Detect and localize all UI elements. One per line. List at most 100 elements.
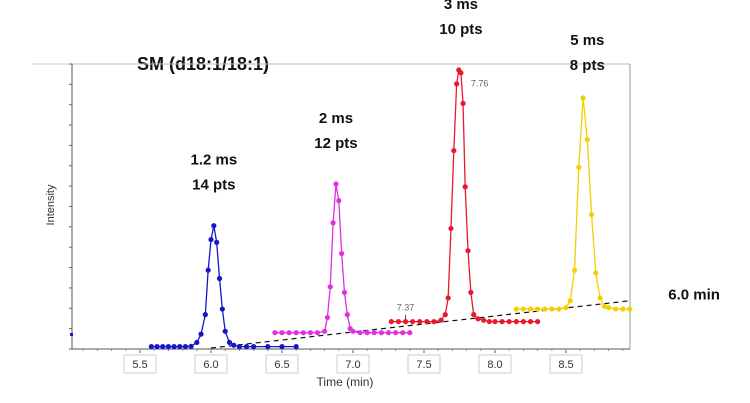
data-point bbox=[584, 136, 590, 143]
data-point bbox=[438, 317, 444, 323]
x-tick-label: 6.0 bbox=[203, 359, 218, 371]
peak-annotation: 14 pts bbox=[192, 177, 235, 194]
peak-annotation: 2 ms bbox=[319, 110, 353, 127]
data-point bbox=[333, 181, 339, 187]
series-line bbox=[151, 225, 297, 348]
data-point bbox=[300, 330, 306, 336]
x-axis-label: Time (min) bbox=[317, 375, 374, 389]
data-point bbox=[513, 306, 519, 312]
data-point bbox=[307, 330, 313, 336]
series-line bbox=[391, 68, 538, 323]
data-point bbox=[330, 220, 336, 226]
data-point bbox=[542, 306, 548, 312]
data-point bbox=[171, 344, 177, 350]
data-point bbox=[407, 330, 413, 336]
data-point bbox=[279, 330, 285, 336]
data-point bbox=[527, 318, 534, 325]
peak-annotation: 10 pts bbox=[439, 21, 482, 38]
data-point bbox=[324, 314, 331, 321]
series-3 bbox=[388, 67, 541, 325]
data-point bbox=[535, 318, 541, 325]
left-edge-marker bbox=[70, 333, 73, 336]
data-point bbox=[462, 184, 468, 190]
x-tick-box bbox=[194, 354, 228, 374]
data-point bbox=[442, 312, 448, 318]
data-point bbox=[499, 318, 505, 325]
x-tick-box bbox=[407, 354, 441, 374]
data-point bbox=[593, 270, 599, 276]
data-point bbox=[576, 164, 582, 170]
retention-time-label: 7.76 bbox=[471, 79, 489, 89]
data-point bbox=[198, 331, 204, 337]
x-tick-label: 8.0 bbox=[487, 359, 502, 371]
data-point bbox=[211, 223, 217, 229]
data-point bbox=[506, 318, 512, 325]
data-point bbox=[226, 339, 233, 346]
data-point bbox=[378, 330, 384, 336]
x-axis-ticks: 5.5 6.0 6.5 7.0 7.5 8.0 8.5 bbox=[82, 349, 624, 374]
data-point bbox=[580, 95, 586, 101]
x-tick-box bbox=[478, 354, 512, 374]
peak-annotation: 6.0 min bbox=[668, 286, 720, 303]
data-point bbox=[364, 330, 370, 336]
peak-annotation: 12 pts bbox=[314, 135, 357, 152]
peak-annotation: 3 ms bbox=[444, 0, 478, 13]
data-point bbox=[458, 70, 464, 76]
series-layer bbox=[148, 67, 633, 350]
data-point bbox=[154, 344, 160, 350]
data-point bbox=[265, 344, 271, 350]
data-point bbox=[214, 239, 220, 245]
data-point bbox=[357, 330, 363, 336]
data-point bbox=[549, 306, 555, 312]
data-point bbox=[385, 330, 392, 336]
data-point bbox=[471, 312, 477, 318]
data-point bbox=[465, 248, 471, 254]
data-point bbox=[222, 328, 228, 334]
x-tick-box bbox=[336, 354, 370, 374]
data-point bbox=[627, 306, 633, 312]
data-point bbox=[395, 318, 402, 325]
data-point bbox=[279, 344, 285, 350]
data-point bbox=[344, 312, 350, 318]
data-point bbox=[402, 318, 409, 325]
peak-annotation: 1.2 ms bbox=[190, 152, 237, 169]
data-point bbox=[597, 295, 603, 301]
x-tick-box bbox=[265, 354, 299, 374]
x-tick-label: 7.0 bbox=[345, 359, 360, 371]
data-point bbox=[475, 316, 481, 322]
data-point bbox=[588, 211, 595, 218]
data-point bbox=[400, 330, 406, 336]
x-tick-label: 7.5 bbox=[416, 359, 431, 371]
data-point bbox=[216, 275, 223, 282]
peak-annotation: 5 ms bbox=[570, 32, 604, 49]
data-point bbox=[563, 305, 569, 311]
data-point bbox=[243, 344, 250, 350]
annotations-layer: 1.2 ms 14 pts 2 ms 12 pts 3 ms 10 pts 5 ms 8 pt… bbox=[190, 0, 719, 312]
data-point bbox=[486, 318, 492, 325]
data-point bbox=[194, 339, 200, 346]
data-point bbox=[293, 330, 299, 336]
data-point bbox=[445, 295, 451, 301]
data-point bbox=[208, 236, 214, 243]
data-point bbox=[188, 343, 194, 349]
data-point bbox=[293, 344, 299, 350]
data-point bbox=[431, 318, 437, 325]
y-axis-minor-ticks bbox=[69, 63, 72, 350]
x-tick-box bbox=[549, 354, 583, 374]
series-1 bbox=[148, 223, 299, 350]
data-point bbox=[601, 303, 607, 309]
series-2 bbox=[272, 181, 413, 336]
series-line bbox=[274, 183, 410, 334]
data-point bbox=[327, 284, 333, 290]
data-point bbox=[251, 344, 257, 350]
data-point bbox=[513, 318, 519, 325]
x-tick-box bbox=[123, 354, 157, 374]
data-point bbox=[571, 267, 578, 273]
y-axis-label: Intensity bbox=[45, 184, 57, 225]
data-point bbox=[527, 306, 534, 312]
data-point bbox=[336, 198, 342, 204]
data-point bbox=[492, 318, 498, 325]
data-point bbox=[606, 305, 612, 311]
data-point bbox=[177, 344, 183, 350]
